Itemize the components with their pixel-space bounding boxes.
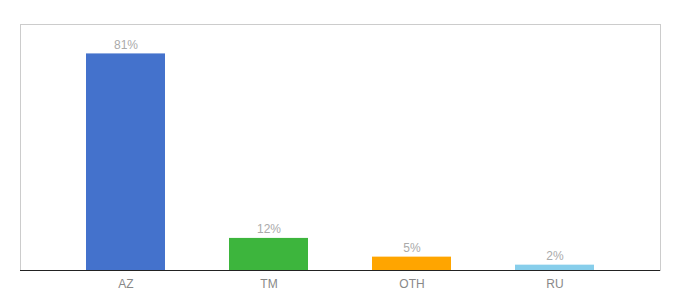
- svg-text:2%: 2%: [546, 249, 564, 263]
- svg-text:81%: 81%: [114, 38, 138, 52]
- svg-text:5%: 5%: [403, 241, 421, 255]
- svg-text:OTH: OTH: [399, 277, 424, 291]
- svg-text:12%: 12%: [257, 222, 281, 236]
- svg-text:TM: TM: [260, 277, 277, 291]
- svg-text:RU: RU: [546, 277, 563, 291]
- svg-text:AZ: AZ: [118, 277, 133, 291]
